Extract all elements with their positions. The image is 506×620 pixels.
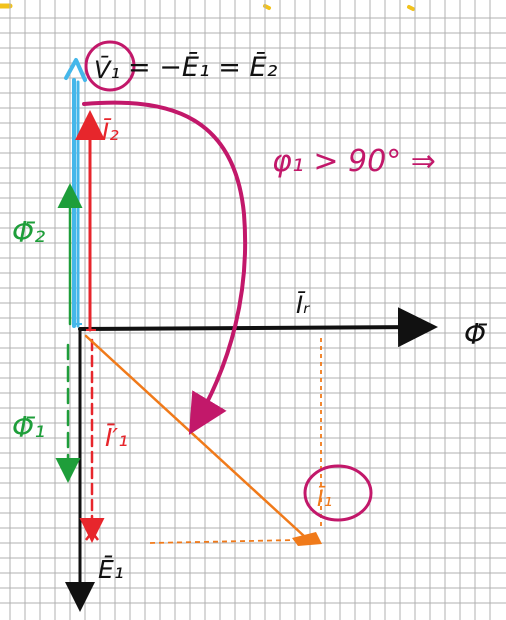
top-cropped-strokes	[0, 3, 415, 11]
phi2-label: Φ̄₂	[12, 216, 45, 249]
rotation-arc	[82, 100, 248, 435]
e1-label: Ē₁	[98, 555, 124, 584]
hand-ticks	[74, 323, 96, 331]
phi1-statement-label: φ₁ > 90° ⇒	[272, 144, 436, 179]
i2-label: Ī₂	[102, 117, 119, 146]
i1-prime-phasor	[79, 338, 105, 543]
horizontal-projection	[149, 539, 297, 544]
circle-i1	[303, 464, 373, 522]
equation-label: = −Ē₁ = Ē₂	[128, 52, 278, 83]
phi1-label: Φ̄₁	[12, 411, 45, 444]
horizontal-axis	[78, 307, 438, 348]
phi-main-label: Φ̄	[464, 318, 488, 351]
v1-label: V̄₁	[94, 55, 120, 84]
ir-label: Īᵣ	[296, 290, 310, 319]
i1-prime-label: Ī′₁	[105, 423, 128, 452]
circle-v1	[84, 40, 136, 92]
i1-phasor	[84, 334, 322, 546]
i1-label: Ī₁	[317, 487, 332, 512]
